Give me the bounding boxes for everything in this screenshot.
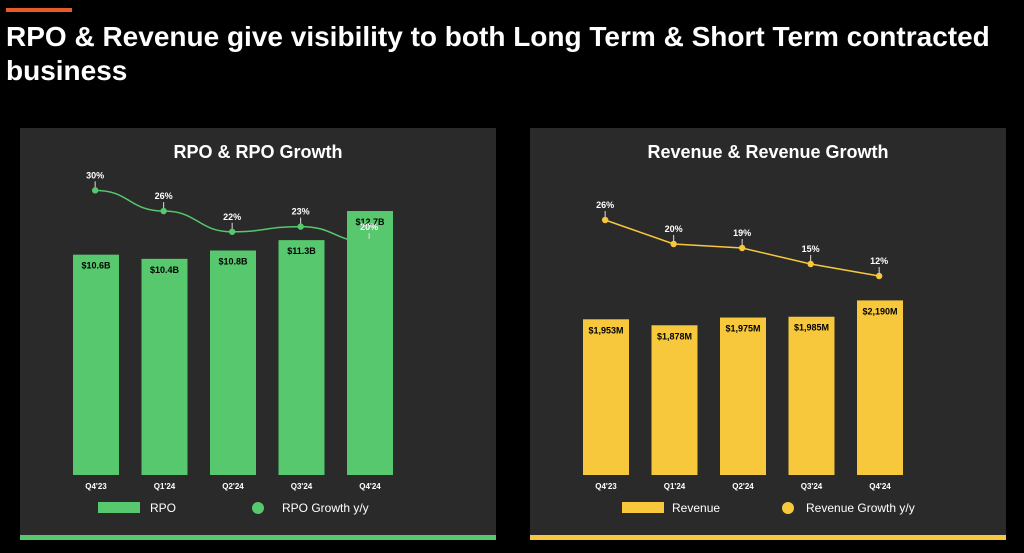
bar [73, 254, 119, 475]
bar-value-label: $12.7B [355, 217, 385, 227]
bar-value-label: $1,985M [794, 323, 829, 333]
x-tick-label: Q3'24 [801, 482, 823, 491]
legend-line-swatch [252, 502, 264, 514]
x-tick-label: Q1'24 [154, 482, 176, 491]
bar [651, 325, 698, 475]
rpo-chart: RPO & RPO Growth $10.6B Q4'23 $10.4B Q1'24 $1… [73, 142, 393, 515]
legend-line-label: RPO Growth y/y [282, 501, 369, 515]
growth-point-label: 15% [802, 244, 820, 254]
x-tick-label: Q4'23 [85, 482, 107, 491]
growth-point [91, 187, 99, 194]
legend-bar-label: Revenue [672, 501, 720, 515]
x-tick-label: Q2'24 [222, 482, 244, 491]
growth-point [601, 216, 609, 224]
growth-point-label: 20% [360, 222, 378, 232]
rpo-panel-bottom-line [20, 535, 496, 540]
bar-value-label: $1,953M [588, 325, 623, 335]
x-tick-label: Q4'23 [595, 482, 617, 491]
growth-point-label: 19% [733, 228, 751, 238]
rpo-chart-panel: RPO & RPO Growth $10.6B Q4'23 $10.4B Q1'24 $1… [20, 128, 496, 540]
legend-bar-label: RPO [150, 501, 176, 515]
bar-value-label: $1,878M [657, 331, 692, 341]
bar [788, 316, 835, 475]
growth-point [365, 238, 373, 246]
growth-point [738, 244, 746, 252]
x-tick-label: Q4'24 [359, 482, 381, 491]
growth-point-label: 23% [292, 207, 310, 217]
bar [720, 317, 766, 475]
bar [857, 300, 903, 475]
growth-point-label: 12% [870, 256, 888, 266]
bar-value-label: $10.6B [81, 261, 111, 271]
bar-value-label: $1,975M [725, 324, 760, 334]
x-tick-label: Q1'24 [664, 482, 686, 491]
growth-point-label: 26% [596, 200, 614, 210]
chart-title: RPO & RPO Growth [173, 142, 342, 162]
x-tick-label: Q4'24 [869, 482, 891, 491]
bar-value-label: $10.4B [150, 265, 180, 275]
accent-bar [6, 8, 72, 12]
x-tick-label: Q3'24 [291, 482, 313, 491]
legend-line-label: Revenue Growth y/y [806, 501, 915, 515]
growth-point-label: 20% [665, 224, 683, 234]
growth-point [228, 228, 236, 235]
bar [141, 258, 188, 475]
growth-point [670, 240, 677, 248]
growth-point-label: 30% [86, 170, 104, 180]
growth-point [160, 207, 167, 215]
bar [583, 319, 629, 475]
growth-point-label: 22% [223, 212, 241, 222]
bar [210, 250, 256, 475]
legend-bar-swatch [622, 502, 664, 513]
bar-value-label: $2,190M [862, 306, 897, 316]
bar [278, 240, 325, 475]
chart-title: Revenue & Revenue Growth [647, 142, 888, 162]
growth-point [297, 223, 304, 230]
bar-value-label: $11.3B [287, 246, 316, 256]
slide-title: RPO & Revenue give visibility to both Lo… [6, 21, 990, 86]
revenue-panel-bottom-line [530, 535, 1006, 540]
legend-line-swatch [782, 502, 794, 514]
growth-point [807, 260, 814, 268]
growth-point [875, 272, 883, 280]
revenue-chart-panel: Revenue & Revenue Growth $1,953M Q4'23 $1,8… [530, 128, 1006, 540]
bar-value-label: $10.8B [218, 257, 248, 267]
bar [347, 211, 393, 475]
x-tick-label: Q2'24 [732, 482, 754, 491]
revenue-chart: Revenue & Revenue Growth $1,953M Q4'23 $1,8… [583, 142, 915, 515]
legend-bar-swatch [98, 502, 140, 513]
growth-point-label: 26% [155, 191, 173, 201]
